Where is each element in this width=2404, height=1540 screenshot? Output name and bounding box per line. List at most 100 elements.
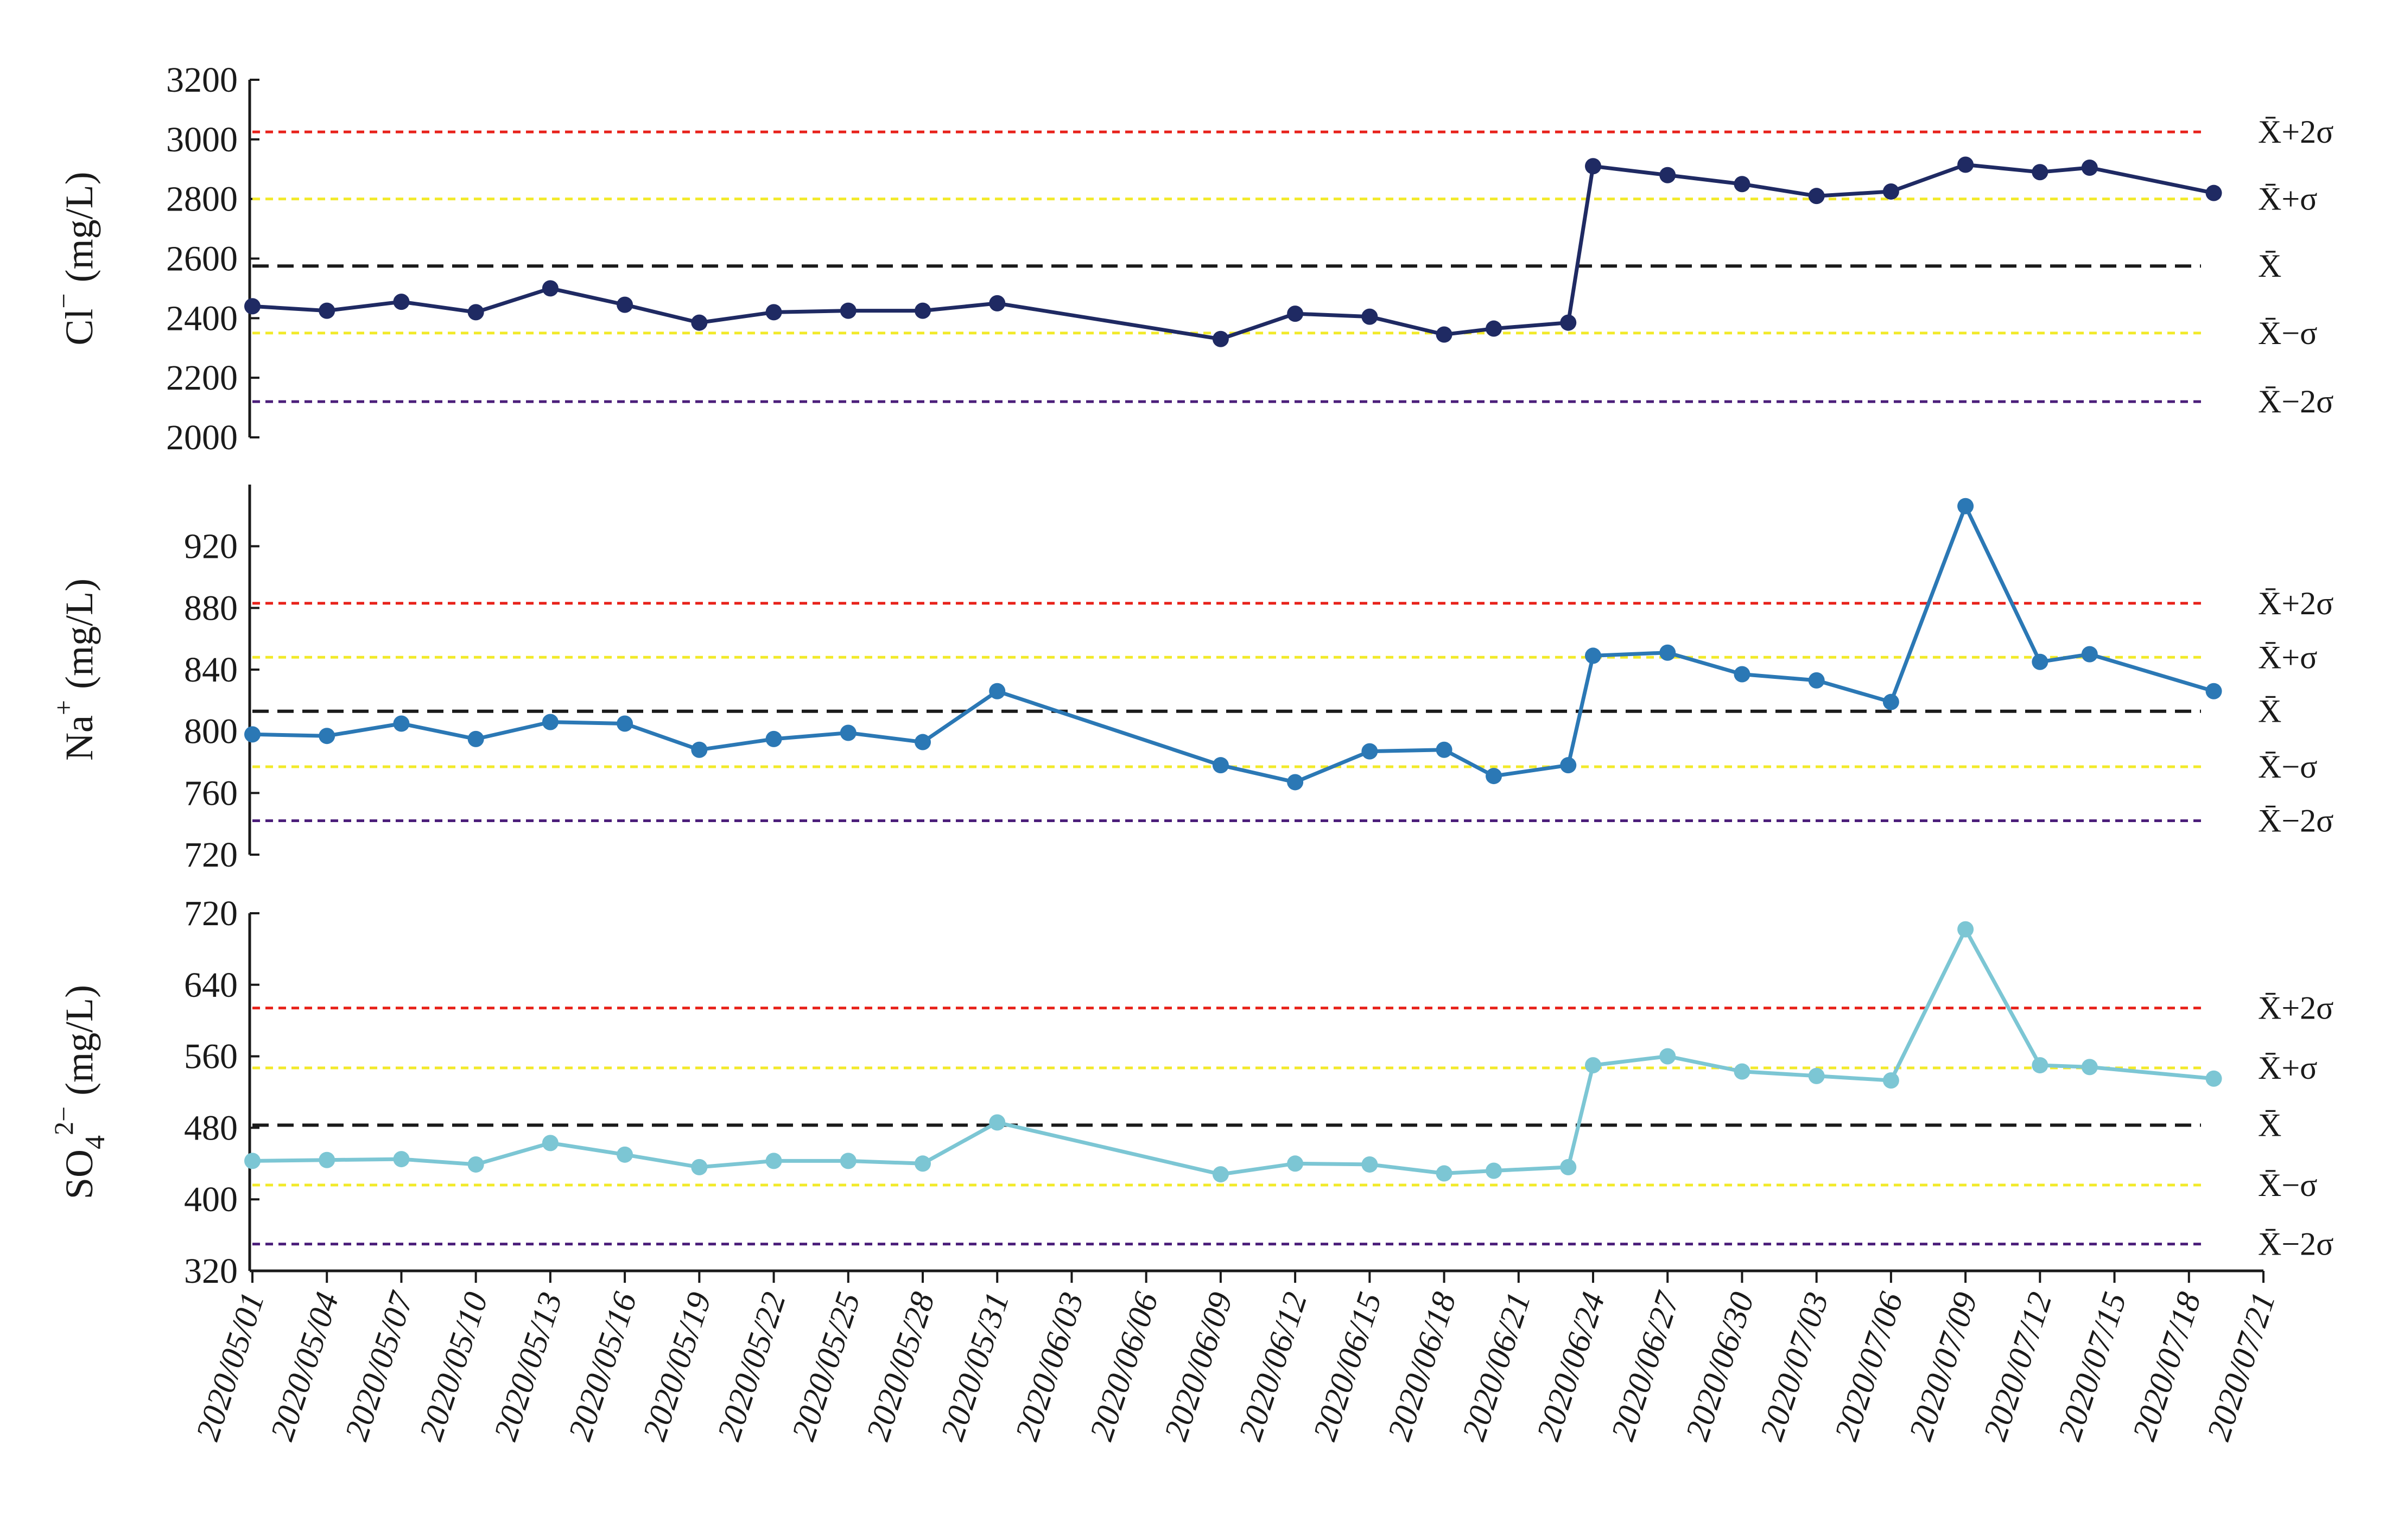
series-line-na — [252, 504, 2215, 784]
data-point-so4 — [1436, 1165, 1452, 1182]
data-point-so4 — [617, 1146, 633, 1163]
data-point-na — [1287, 774, 1304, 791]
data-point-na — [1957, 498, 1974, 514]
data-point-cl — [1436, 326, 1452, 343]
data-point-cl — [1585, 158, 1601, 175]
data-point-na — [989, 683, 1006, 699]
data-point-so4 — [840, 1153, 857, 1169]
x-tick-label: 2020/05/22 — [711, 1288, 793, 1445]
x-tick-label: 2020/05/28 — [859, 1288, 942, 1445]
y-tick-label: 2600 — [166, 239, 238, 279]
chart-panels: 2000 2200 2400 2600 2800 3000 3200 Cl−(mg/L) X̄+… — [48, 60, 2334, 1291]
data-point-cl — [2205, 184, 2222, 201]
data-point-cl — [765, 304, 782, 321]
data-point-na — [1212, 757, 1229, 774]
y-tick-label: 2200 — [166, 358, 238, 398]
x-tick-label: 2020/05/16 — [561, 1288, 644, 1445]
x-tick-label: 2020/05/13 — [487, 1288, 569, 1445]
data-point-cl — [319, 302, 335, 319]
x-tick-label: 2020/06/21 — [1455, 1288, 1538, 1445]
y-tick-label: 920 — [184, 527, 238, 567]
data-point-so4 — [1808, 1067, 1825, 1084]
x-tick-label: 2020/07/03 — [1753, 1288, 1836, 1445]
x-tick-label: 2020/07/12 — [1977, 1288, 2059, 1445]
data-point-cl — [1287, 306, 1304, 322]
data-point-so4 — [1486, 1162, 1502, 1179]
data-point-so4 — [319, 1151, 335, 1168]
data-point-na — [1808, 672, 1825, 689]
data-point-na — [691, 741, 708, 758]
y-tick-label: 840 — [184, 650, 238, 690]
y-tick-label: 320 — [184, 1251, 238, 1291]
y-tick-label: 2800 — [166, 180, 238, 219]
y-axis-title: SO42−(mg/L) — [48, 985, 111, 1199]
x-tick-label: 2020/06/30 — [1679, 1288, 1761, 1445]
data-point-na — [840, 724, 857, 741]
data-point-na — [1882, 693, 1899, 710]
data-point-cl — [915, 302, 931, 319]
data-point-na — [467, 730, 484, 747]
data-point-na — [915, 734, 931, 750]
y-tick-label: 2000 — [166, 418, 238, 457]
x-tick-label: 2020/07/18 — [2126, 1288, 2208, 1445]
data-point-so4 — [915, 1155, 931, 1172]
y-tick-label: 640 — [184, 965, 238, 1005]
data-point-so4 — [2032, 1057, 2048, 1074]
reference-label: X̄−σ — [2258, 315, 2318, 351]
y-tick-label: 480 — [184, 1108, 238, 1148]
x-tick-label: 2020/07/15 — [2051, 1288, 2134, 1445]
panel-na: 720 760 800 840 880 920 Na+(mg/L) X̄+2σ X̄+σ X̄ X̄… — [48, 485, 2334, 875]
panel-so4: 320 400 480 560 640 720 SO42−(mg/L) X̄+2σ X̄+σ X̄… — [48, 894, 2334, 1291]
data-point-cl — [1659, 167, 1676, 183]
y-tick-label: 3200 — [166, 60, 238, 100]
data-point-na — [244, 726, 261, 743]
data-point-cl — [989, 295, 1006, 311]
panel-cl: 2000 2200 2400 2600 2800 3000 3200 Cl−(mg/L) X̄+… — [48, 60, 2334, 457]
reference-label: X̄+σ — [2258, 1050, 2318, 1086]
y-tick-label: 2400 — [166, 298, 238, 338]
x-tick-label: 2020/06/06 — [1083, 1288, 1165, 1445]
data-point-cl — [1957, 156, 1974, 173]
y-tick-label: 560 — [184, 1037, 238, 1077]
data-point-cl — [1734, 176, 1750, 193]
y-tick-label: 720 — [184, 835, 238, 875]
data-point-na — [1436, 741, 1452, 758]
x-tick-label: 2020/06/03 — [1008, 1288, 1091, 1445]
x-tick-label: 2020/06/24 — [1530, 1288, 1612, 1445]
data-point-na — [319, 728, 335, 744]
data-point-cl — [244, 298, 261, 315]
y-tick-label: 880 — [184, 588, 238, 628]
reference-label: X̄−2σ — [2258, 803, 2334, 838]
data-point-so4 — [244, 1153, 261, 1169]
data-point-cl — [467, 304, 484, 321]
x-tick-label: 2020/06/18 — [1381, 1288, 1463, 1445]
data-point-so4 — [1585, 1057, 1601, 1074]
x-tick-label: 2020/05/10 — [413, 1288, 495, 1445]
data-point-na — [1361, 743, 1378, 760]
data-point-na — [2081, 646, 2098, 663]
data-point-so4 — [1287, 1155, 1304, 1172]
x-tick-label: 2020/06/09 — [1157, 1288, 1240, 1445]
series-line-so4 — [252, 927, 2214, 1176]
data-point-so4 — [2205, 1070, 2222, 1087]
y-tick-label: 400 — [184, 1180, 238, 1219]
reference-label: X̄−σ — [2258, 1167, 2318, 1203]
reference-label: X̄ — [2258, 248, 2281, 284]
reference-label: X̄+2σ — [2258, 990, 2334, 1026]
data-point-na — [765, 730, 782, 747]
data-point-so4 — [1361, 1156, 1378, 1173]
data-point-na — [1486, 768, 1502, 785]
reference-label: X̄+σ — [2258, 181, 2318, 217]
data-point-na — [1560, 757, 1577, 774]
data-point-cl — [617, 296, 633, 313]
x-tick-label: 2020/05/01 — [189, 1288, 271, 1445]
y-tick-label: 800 — [184, 712, 238, 752]
data-point-cl — [840, 302, 857, 319]
reference-label: X̄+2σ — [2258, 114, 2334, 150]
data-point-cl — [1486, 320, 1502, 337]
data-point-cl — [1212, 330, 1229, 347]
data-point-cl — [1882, 183, 1899, 200]
x-tick-label: 2020/07/21 — [2200, 1288, 2282, 1445]
data-point-so4 — [542, 1135, 559, 1151]
